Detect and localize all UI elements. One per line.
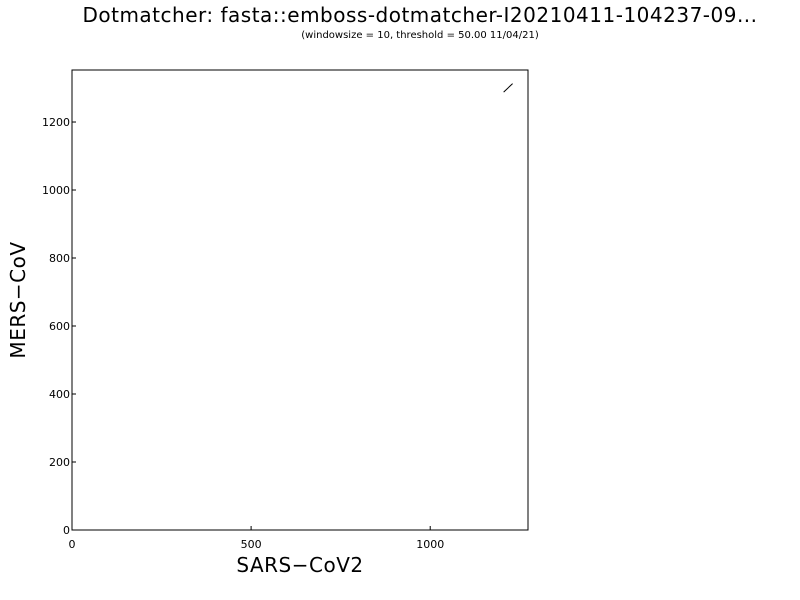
y-tick-label: 200 — [49, 456, 70, 469]
plot-frame — [71, 69, 529, 531]
chart-subtitle: (windowsize = 10, threshold = 50.00 11/0… — [301, 30, 539, 41]
y-axis-label: MERS−CoV — [6, 241, 30, 358]
y-axis: 0 200 400 600 800 1000 1200 — [42, 116, 76, 537]
y-tick-label: 1200 — [42, 116, 70, 129]
x-tick-label: 0 — [69, 538, 76, 551]
y-tick-label: 400 — [49, 388, 70, 401]
x-tick-label: 1000 — [416, 538, 444, 551]
x-axis-label: SARS−CoV2 — [236, 553, 363, 577]
y-tick-label: 600 — [49, 320, 70, 333]
match-segments — [503, 83, 513, 93]
x-axis: 0 500 1000 — [69, 526, 444, 551]
y-tick-label: 1000 — [42, 184, 70, 197]
chart-title: Dotmatcher: fasta::emboss-dotmatcher-I20… — [82, 3, 758, 27]
y-tick-label: 800 — [49, 252, 70, 265]
match-segment — [503, 83, 513, 93]
x-tick-label: 500 — [241, 538, 262, 551]
y-tick-label: 0 — [63, 524, 70, 537]
